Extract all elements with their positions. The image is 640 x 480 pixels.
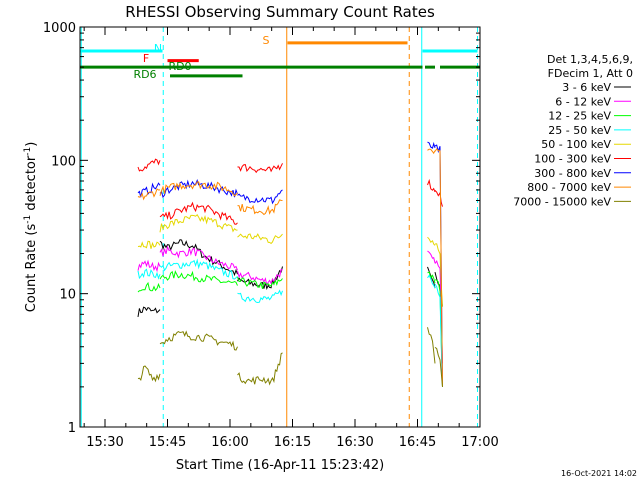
series-line-5-2 [237,163,283,174]
series-line-5-1 [159,201,238,225]
plot-frame [79,26,481,428]
legend-label-1: 6 - 12 keV [555,95,611,108]
series-line-8-0 [137,365,161,383]
series-line-4-3 [427,236,436,246]
series-line-0-1 [159,239,238,277]
y-label-mid: detector [24,155,39,215]
series-line-4-1 [159,214,238,233]
series-line-7-4 [434,148,443,387]
series-line-8-4 [434,346,443,387]
series-line-4-2 [237,233,283,245]
y-label-sup2: -1 [23,147,33,156]
series-line-5-3 [427,178,436,193]
legend-label-4: 50 - 100 keV [541,138,611,151]
series-line-5-0 [137,158,161,172]
series-line-8-2 [237,352,283,386]
series-line-8-3 [427,327,436,364]
series-line-6-2 [237,189,283,205]
series-line-7-3 [427,148,436,155]
state-label-s: S [263,34,270,47]
series-line-1-0 [137,259,161,273]
y-tick-label-3: 1000 [43,21,76,36]
timestamp: 16-Oct-2021 14:02 [561,469,637,478]
x-tick-label-5: 16:45 [399,435,436,450]
series-line-2-3 [427,271,436,284]
series-line-7-0 [137,188,161,201]
series-line-0-3 [427,266,436,289]
series-line-3-1 [159,258,238,280]
series-line-6-3 [427,141,436,149]
series-line-8-1 [159,330,238,351]
legend-label-7: 800 - 7000 keV [527,181,611,194]
legend-label-2: 12 - 25 keV [548,110,611,123]
state-label-f: F [143,52,149,65]
series-line-6-1 [159,178,238,199]
series-line-3-3 [427,274,436,289]
state-label-n: N [154,42,162,55]
legend-label-0: 3 - 6 keV [562,81,611,94]
y-label-end: ) [24,142,39,147]
series-line-4-0 [137,240,161,249]
state-label-rd6: RD6 [133,68,156,81]
legend-label-6: 300 - 800 keV [534,167,611,180]
legend-header-line-2: FDecim 1, Att 0 [548,67,633,80]
y-tick-label-0: 1 [68,421,76,436]
series-line-5-4 [434,189,443,207]
x-tick-label-3: 16:15 [274,435,311,450]
series-line-7-1 [159,181,238,197]
legend-header-line-1: Det 1,3,4,5,6,9, [547,53,633,66]
legend-label-3: 25 - 50 keV [548,124,611,137]
series-line-7-2 [237,199,283,216]
x-tick-label-1: 15:45 [149,435,186,450]
legend-label-8: 7000 - 15000 keV [513,195,611,208]
y-label-main: Count Rate (s [24,224,39,313]
series-line-3-4 [434,283,443,387]
y-axis-label: Count Rate (s-1 detector-1) [23,142,39,313]
series-line-2-0 [137,281,161,293]
y-tick-label-2: 100 [51,154,76,169]
y-label-sup1: -1 [23,215,33,224]
legend: Det 1,3,4,5,6,9, FDecim 1, Att 0 3 - 6 k… [513,53,633,208]
state-label-rd0: RD0 [168,60,191,73]
chart-title: RHESSI Observing Summary Count Rates [125,3,435,21]
series-line-6-0 [137,182,161,198]
x-tick-label-6: 17:00 [461,435,498,450]
x-axis-label: Start Time (16-Apr-11 15:23:42) [176,458,384,473]
x-tick-label-2: 16:00 [211,435,248,450]
y-tick-label-1: 10 [59,288,76,303]
legend-label-5: 100 - 300 keV [534,153,611,166]
series-line-0-0 [137,306,161,317]
x-tick-label-4: 16:30 [336,435,373,450]
series-line-3-0 [137,268,161,280]
x-tick-label-0: 15:30 [86,435,123,450]
series-line-1-3 [427,250,436,264]
series-line-2-1 [159,270,238,286]
series-line-2-2 [237,276,283,290]
series-line-3-2 [237,289,283,304]
series-line-1-1 [159,245,238,271]
